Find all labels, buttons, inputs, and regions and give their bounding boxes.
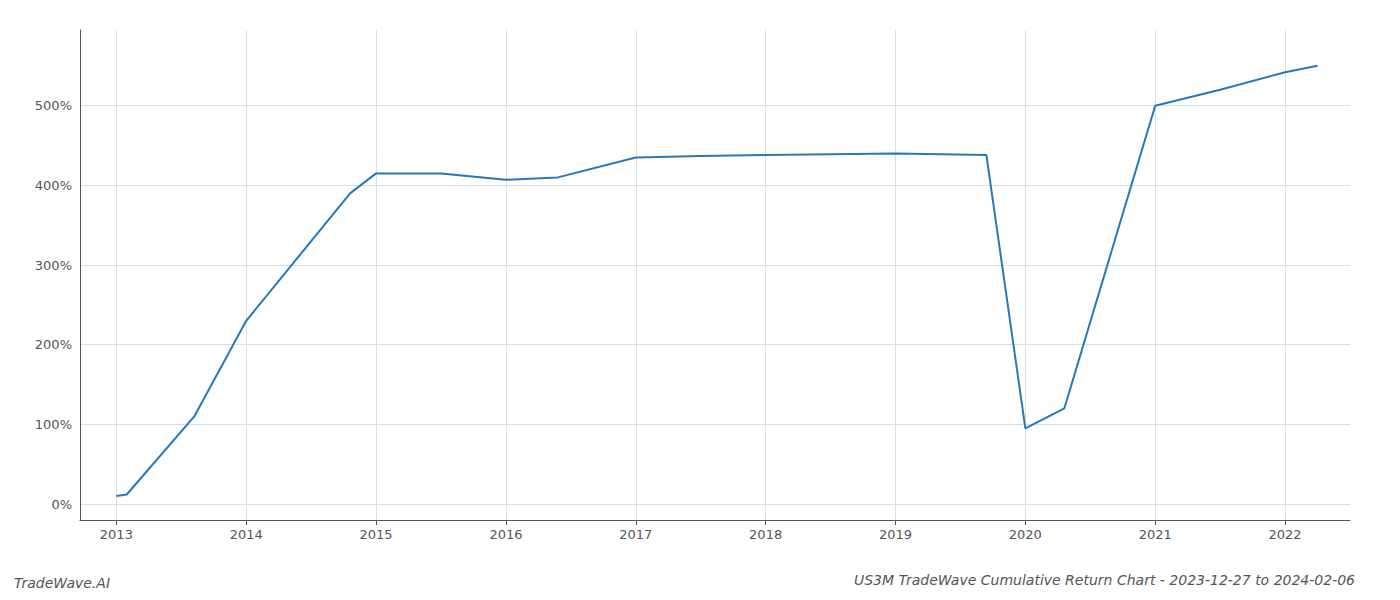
- svg-text:2013: 2013: [100, 527, 133, 542]
- svg-text:0%: 0%: [51, 497, 72, 512]
- svg-text:2016: 2016: [489, 527, 522, 542]
- svg-text:2018: 2018: [749, 527, 782, 542]
- svg-text:US3M TradeWave Cumulative Retu: US3M TradeWave Cumulative Return Chart -…: [854, 572, 1355, 588]
- svg-text:2020: 2020: [1009, 527, 1042, 542]
- svg-text:2021: 2021: [1139, 527, 1172, 542]
- svg-text:500%: 500%: [35, 98, 72, 113]
- svg-text:TradeWave.AI: TradeWave.AI: [14, 575, 110, 591]
- svg-text:2019: 2019: [879, 527, 912, 542]
- svg-text:2017: 2017: [619, 527, 652, 542]
- svg-text:2015: 2015: [360, 527, 393, 542]
- svg-text:2014: 2014: [230, 527, 263, 542]
- svg-text:2022: 2022: [1269, 527, 1302, 542]
- svg-text:100%: 100%: [35, 417, 72, 432]
- svg-text:300%: 300%: [35, 258, 72, 273]
- svg-text:200%: 200%: [35, 337, 72, 352]
- svg-text:400%: 400%: [35, 178, 72, 193]
